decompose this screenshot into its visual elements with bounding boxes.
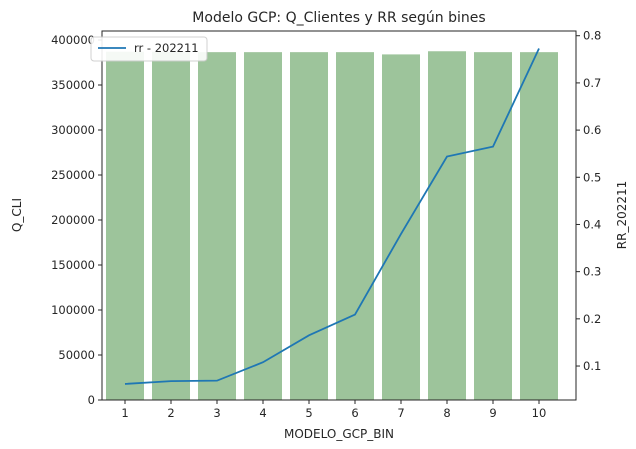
left-tick-label: 0 [88,393,95,407]
x-tick-label: 1 [121,406,128,420]
legend-box [90,36,208,62]
x-tick-label: 4 [259,406,266,420]
left-tick-label: 100000 [51,303,95,317]
legend-label-rr: rr - 202211 [134,41,199,55]
right-tick-label: 0.4 [583,217,601,231]
left-tick-label: 250000 [51,168,95,182]
left-tick-label: 150000 [51,258,95,272]
left-tick-label: 200000 [51,213,95,227]
x-tick-label: 10 [532,406,547,420]
bar-1 [106,51,144,400]
bar-7 [382,54,420,401]
bar-10 [520,52,558,401]
plot-frame [101,30,577,401]
x-tick-label: 8 [443,406,450,420]
left-axis-ticks: 0 50000 100000 150000 200000 250000 300000 3500… [51,33,102,407]
x-tick-label: 9 [489,406,496,420]
right-tick-label: 0.5 [583,170,601,184]
bar-4 [244,52,282,401]
bar-9 [474,52,512,401]
bar-6 [336,52,374,401]
left-tick-label: 400000 [51,33,95,47]
bar-5 [290,52,328,401]
right-tick-label: 0.1 [583,359,601,373]
legend: rr - 202211 [90,36,208,62]
x-axis-label: MODELO_GCP_BIN [284,427,394,441]
bar-8 [428,51,466,400]
x-tick-label: 6 [351,406,358,420]
chart-title: Modelo GCP: Q_Clientes y RR según bines [192,10,485,26]
x-axis-ticks: 1 2 3 4 5 6 7 8 9 10 [121,400,546,420]
x-tick-label: 2 [167,406,174,420]
right-tick-label: 0.7 [583,76,601,90]
right-tick-label: 0.3 [583,265,601,279]
left-tick-label: 350000 [51,78,95,92]
left-axis-label: Q_CLI [10,198,24,232]
right-axis-label: RR_202211 [615,181,629,249]
rr-line [124,48,540,385]
left-tick-label: 50000 [58,348,95,362]
right-tick-label: 0.2 [583,312,601,326]
left-tick-label: 300000 [51,123,95,137]
right-tick-label: 0.6 [583,123,601,137]
bar-3 [198,52,236,401]
bar-2 [152,51,190,400]
bar-series [106,51,558,401]
x-tick-label: 5 [305,406,312,420]
right-tick-label: 0.8 [583,29,601,43]
x-tick-label: 3 [213,406,220,420]
right-axis-ticks: 0.1 0.2 0.3 0.4 0.5 0.6 0.7 0.8 [576,29,601,373]
x-tick-label: 7 [397,406,404,420]
